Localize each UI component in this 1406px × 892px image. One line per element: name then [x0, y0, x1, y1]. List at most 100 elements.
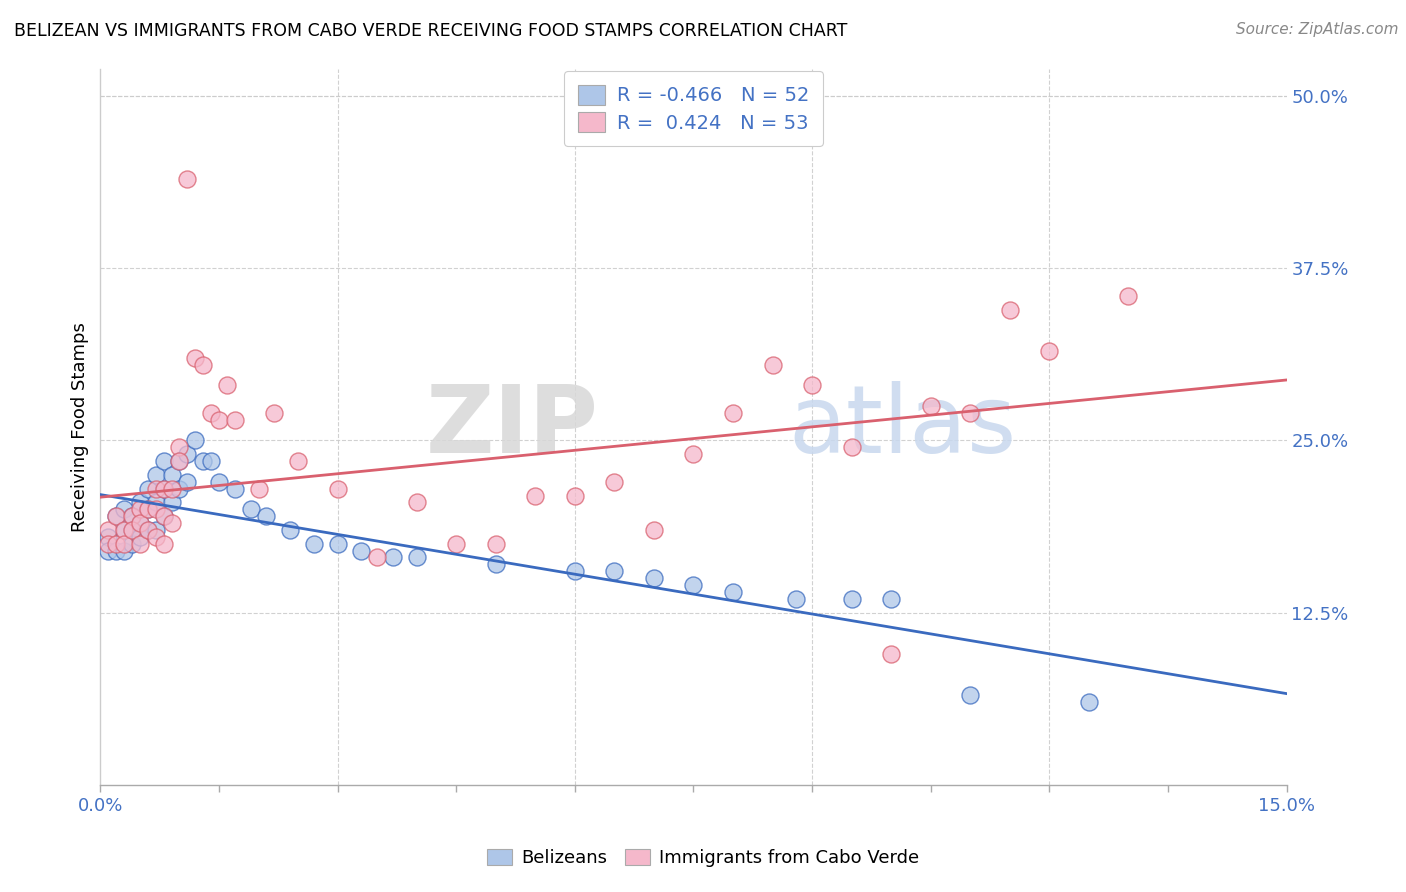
- Point: [105, 509, 128, 524]
- Point: [405, 550, 427, 565]
- Point: [247, 482, 270, 496]
- Point: [136, 523, 159, 537]
- Point: [145, 530, 167, 544]
- Point: [105, 509, 128, 524]
- Point: [326, 482, 349, 496]
- Point: [682, 578, 704, 592]
- Point: [160, 516, 183, 530]
- Point: [191, 358, 214, 372]
- Point: [112, 537, 135, 551]
- Point: [121, 523, 143, 537]
- Point: [145, 523, 167, 537]
- Point: [485, 537, 508, 551]
- Point: [169, 454, 191, 468]
- Point: [128, 516, 150, 530]
- Point: [160, 467, 183, 482]
- Point: [152, 482, 174, 496]
- Point: [381, 550, 404, 565]
- Point: [263, 406, 285, 420]
- Point: [326, 537, 349, 551]
- Point: [801, 378, 824, 392]
- Point: [145, 467, 167, 482]
- Point: [97, 543, 120, 558]
- Point: [176, 171, 198, 186]
- Point: [959, 406, 981, 420]
- Point: [112, 523, 135, 537]
- Point: [603, 475, 626, 489]
- Point: [121, 523, 143, 537]
- Point: [564, 488, 586, 502]
- Point: [721, 406, 744, 420]
- Point: [184, 351, 207, 365]
- Point: [169, 454, 191, 468]
- Point: [1038, 343, 1060, 358]
- Point: [97, 537, 120, 551]
- Point: [128, 537, 150, 551]
- Point: [200, 454, 222, 468]
- Point: [176, 447, 198, 461]
- Point: [152, 454, 174, 468]
- Point: [959, 688, 981, 702]
- Legend: Belizeans, Immigrants from Cabo Verde: Belizeans, Immigrants from Cabo Verde: [479, 841, 927, 874]
- Y-axis label: Receiving Food Stamps: Receiving Food Stamps: [72, 322, 89, 532]
- Point: [208, 475, 231, 489]
- Point: [112, 523, 135, 537]
- Point: [97, 523, 120, 537]
- Point: [105, 543, 128, 558]
- Point: [350, 543, 373, 558]
- Point: [105, 537, 128, 551]
- Point: [366, 550, 388, 565]
- Point: [136, 502, 159, 516]
- Point: [145, 482, 167, 496]
- Point: [121, 509, 143, 524]
- Point: [682, 447, 704, 461]
- Point: [998, 302, 1021, 317]
- Point: [160, 482, 183, 496]
- Point: [169, 440, 191, 454]
- Point: [160, 495, 183, 509]
- Point: [112, 543, 135, 558]
- Point: [1118, 289, 1140, 303]
- Point: [920, 399, 942, 413]
- Point: [224, 482, 246, 496]
- Point: [121, 537, 143, 551]
- Point: [841, 440, 863, 454]
- Text: ZIP: ZIP: [426, 381, 599, 473]
- Point: [880, 591, 903, 606]
- Point: [444, 537, 467, 551]
- Point: [191, 454, 214, 468]
- Point: [184, 434, 207, 448]
- Point: [841, 591, 863, 606]
- Point: [97, 530, 120, 544]
- Point: [200, 406, 222, 420]
- Point: [721, 585, 744, 599]
- Point: [643, 523, 665, 537]
- Point: [302, 537, 325, 551]
- Point: [287, 454, 309, 468]
- Point: [643, 571, 665, 585]
- Point: [785, 591, 807, 606]
- Point: [128, 516, 150, 530]
- Point: [254, 509, 277, 524]
- Point: [121, 509, 143, 524]
- Point: [564, 564, 586, 578]
- Point: [136, 482, 159, 496]
- Point: [152, 537, 174, 551]
- Point: [880, 647, 903, 661]
- Point: [761, 358, 783, 372]
- Point: [145, 502, 167, 516]
- Text: atlas: atlas: [789, 381, 1017, 473]
- Text: Source: ZipAtlas.com: Source: ZipAtlas.com: [1236, 22, 1399, 37]
- Point: [603, 564, 626, 578]
- Point: [239, 502, 262, 516]
- Point: [152, 509, 174, 524]
- Point: [152, 482, 174, 496]
- Point: [224, 413, 246, 427]
- Point: [405, 495, 427, 509]
- Point: [145, 495, 167, 509]
- Point: [169, 482, 191, 496]
- Point: [176, 475, 198, 489]
- Point: [278, 523, 301, 537]
- Point: [128, 495, 150, 509]
- Point: [128, 530, 150, 544]
